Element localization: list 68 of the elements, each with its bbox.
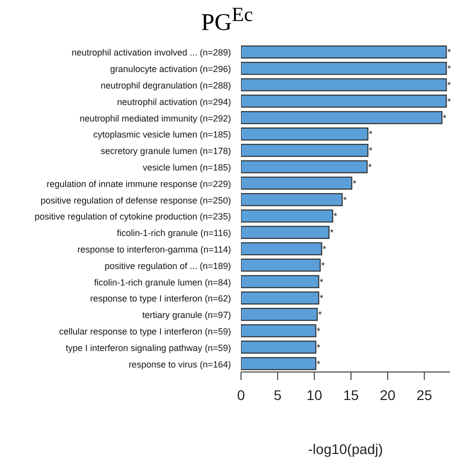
bar xyxy=(241,160,368,174)
y-tick-label: type I interferon signaling pathway (n=59) xyxy=(66,342,231,353)
data-label: * xyxy=(321,260,326,270)
y-tick-label: cytoplasmic vesicle lumen (n=185) xyxy=(93,130,231,140)
data-label: * xyxy=(320,293,324,304)
x-tick-label: 15 xyxy=(343,386,359,403)
bar xyxy=(241,291,320,304)
data-label: * xyxy=(447,64,452,74)
y-tick-label: positive regulation of ... (n=189) xyxy=(104,260,231,271)
bar xyxy=(241,62,447,75)
y-tick-label: response to type I interferon (n=62) xyxy=(90,294,231,304)
x-tick-label: 25 xyxy=(416,386,432,403)
bar xyxy=(241,45,447,58)
data-label: * xyxy=(316,326,321,336)
x-tick-label: 5 xyxy=(274,386,282,403)
bar xyxy=(241,144,368,157)
data-label: * xyxy=(334,211,338,222)
data-label: * xyxy=(322,244,327,254)
bar xyxy=(241,94,447,108)
y-tick-label: ficolin-1-rich granule lumen (n=84) xyxy=(94,277,231,288)
data-label: * xyxy=(320,276,324,287)
bar xyxy=(241,324,316,338)
bar xyxy=(241,275,320,288)
data-label: * xyxy=(316,342,321,352)
bar xyxy=(241,340,316,354)
bar xyxy=(241,308,318,321)
x-tick-label: 20 xyxy=(380,386,396,403)
bar xyxy=(241,111,442,124)
data-label: * xyxy=(316,358,321,369)
bar xyxy=(241,242,322,256)
data-label: * xyxy=(368,129,373,140)
bar xyxy=(241,78,447,92)
bar xyxy=(241,209,334,222)
y-tick-label: neutrophil activation involved ... (n=289) xyxy=(72,48,231,58)
y-tick-label: response to virus (n=164) xyxy=(128,359,231,370)
bar xyxy=(241,176,352,190)
bar xyxy=(241,193,343,206)
data-label: * xyxy=(368,162,372,172)
data-label: * xyxy=(330,228,334,238)
x-tick-label: 0 xyxy=(237,386,246,403)
data-label: * xyxy=(318,310,322,320)
y-tick-label: response to interferon-gamma (n=114) xyxy=(77,244,231,254)
x-tick-label: 10 xyxy=(306,386,322,403)
data-label: * xyxy=(447,47,452,58)
x-axis-title: -log10(padj) xyxy=(308,441,383,457)
y-tick-label: cellular response to type I interferon (n=59) xyxy=(59,326,232,336)
y-tick-label: regulation of innate immune response (n=229) xyxy=(46,178,231,189)
bar xyxy=(241,226,330,239)
data-label: * xyxy=(447,80,452,90)
y-tick-label: positive regulation of cytokine production (n=235) xyxy=(34,212,231,222)
y-tick-label: vesicle lumen (n=185) xyxy=(142,162,231,172)
bar xyxy=(241,127,368,140)
y-tick-label: tertiary granule (n=97) xyxy=(142,310,231,320)
y-tick-label: neutrophil activation (n=294) xyxy=(117,96,231,107)
data-label: * xyxy=(343,194,348,205)
y-tick-label: neutrophil degranulation (n=288) xyxy=(100,80,231,90)
y-tick-label: granulocyte activation (n=296) xyxy=(110,64,231,74)
bar xyxy=(241,258,321,272)
chart-title: PG$^{Ec}$ xyxy=(200,3,254,38)
data-label: * xyxy=(368,146,373,156)
bar xyxy=(241,357,316,370)
data-label: * xyxy=(447,96,452,106)
data-label: * xyxy=(442,112,447,123)
y-tick-label: neutrophil mediated immunity (n=292) xyxy=(80,113,231,124)
y-tick-label: positive regulation of defense response (n=250) xyxy=(40,195,231,206)
data-label: * xyxy=(352,178,357,188)
y-tick-label: ficolin-1-rich granule (n=116) xyxy=(116,228,231,238)
y-tick-label: secretory granule lumen (n=178) xyxy=(100,146,231,156)
